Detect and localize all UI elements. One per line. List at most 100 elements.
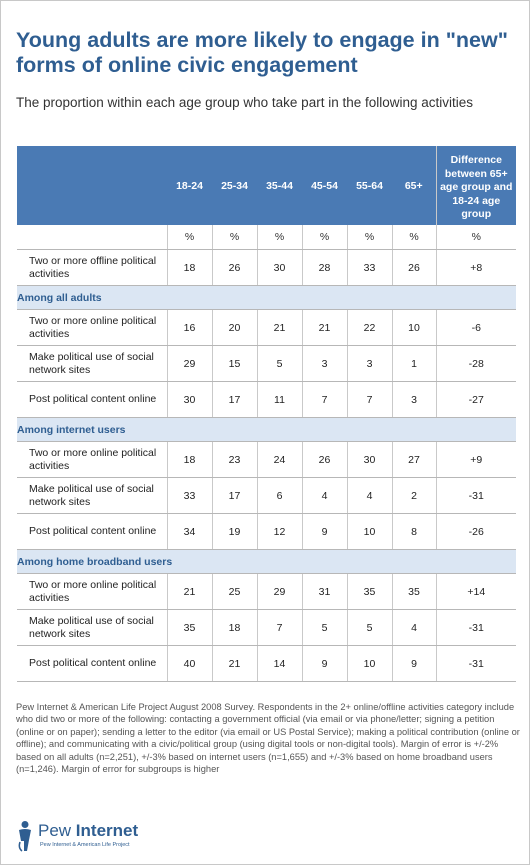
value-cell: 26: [301, 441, 347, 478]
table-row: Two or more online political activities 1…: [17, 441, 516, 478]
pew-figure-icon: [18, 821, 31, 852]
table-row: Two or more online political activities 2…: [17, 573, 516, 610]
value-cell: 12: [256, 513, 302, 550]
value-cell: 14: [256, 645, 302, 682]
row-label: Post political content online: [17, 645, 167, 682]
value-cell: 7: [256, 609, 302, 646]
value-cell: 5: [346, 609, 392, 646]
value-cell: 21: [256, 309, 302, 346]
value-cell: 35: [346, 573, 392, 610]
logo-wordmark: Pew Internet: [38, 821, 139, 840]
difference-cell: -31: [435, 609, 516, 646]
value-cell: 28: [301, 249, 347, 286]
value-cell: 23: [211, 441, 257, 478]
value-cell: 7: [346, 381, 392, 418]
column-header: 65+: [392, 146, 436, 225]
table-row: Post political content online 40 21 14 9 10 9-…: [17, 645, 516, 682]
table-row: Make political use of social network sit…: [17, 609, 516, 646]
value-cell: 24: [256, 441, 302, 478]
row-label: Make political use of social network sit…: [17, 609, 167, 646]
value-cell: 1: [391, 345, 436, 382]
section-row: Among home broadband users: [17, 549, 516, 574]
section-label: Among all adults: [17, 285, 516, 310]
unit-cell: %: [166, 225, 212, 250]
value-cell: 20: [211, 309, 257, 346]
column-header: Difference between 65+ age group and 18-…: [435, 146, 516, 225]
difference-cell: -6: [435, 309, 516, 346]
unit-cell: %: [346, 225, 392, 250]
row-label: Make political use of social network sit…: [17, 477, 167, 514]
value-cell: 16: [166, 309, 212, 346]
table-row: Post political content online 30 17 11 7 7 3 -2…: [17, 381, 516, 418]
data-table: 18-24 25-34 35-44 45-54 5 5 -6 4 65+ Difference b…: [17, 146, 516, 682]
column-header: 45-54: [302, 146, 347, 225]
section-row: Among internet users: [17, 417, 516, 442]
value-cell: 19: [211, 513, 257, 550]
value-cell: 21: [166, 573, 212, 610]
value-cell: 17: [211, 381, 257, 418]
value-cell: 25: [211, 573, 257, 610]
value-cell: 35: [391, 573, 436, 610]
value-cell: 8: [391, 513, 436, 550]
row-label: Post political content online: [17, 381, 167, 418]
value-cell: 26: [391, 249, 436, 286]
value-cell: 7: [301, 381, 347, 418]
chart-subtitle: The proportion within each age group who…: [16, 95, 474, 110]
value-cell: 9: [391, 645, 436, 682]
logo-tagline: Pew Internet & American Life Project: [40, 842, 130, 848]
row-label: Two or more online political activities: [17, 573, 167, 610]
table-row: Two or more online political activities 1…: [17, 309, 516, 346]
value-cell: 18: [211, 609, 257, 646]
unit-cell: %: [435, 225, 516, 250]
header-blank: [17, 146, 167, 225]
value-cell: 4: [391, 609, 436, 646]
value-cell: 11: [256, 381, 302, 418]
value-cell: 30: [346, 441, 392, 478]
value-cell: 21: [301, 309, 347, 346]
column-header: 18-24: [167, 146, 212, 225]
value-cell: 30: [166, 381, 212, 418]
value-cell: 33: [346, 249, 392, 286]
table-row: Make political use of social network sit…: [17, 477, 516, 514]
value-cell: 27: [391, 441, 436, 478]
difference-cell: +9: [435, 441, 516, 478]
value-cell: 33: [166, 477, 212, 514]
value-cell: 18: [166, 249, 212, 286]
value-cell: 22: [346, 309, 392, 346]
column-header: 25-34: [212, 146, 257, 225]
value-cell: 3: [391, 381, 436, 418]
value-cell: 3: [301, 345, 347, 382]
table-row: Post political content online 34 19 12 9 10 8-…: [17, 513, 516, 550]
value-cell: 2: [391, 477, 436, 514]
header-row: 18-24 25-34 35-44 45-54 55-64 65+ Difference b…: [17, 146, 516, 225]
row-label: Make political use of social network sit…: [17, 345, 167, 382]
table-row: Make political use of social network sit…: [17, 345, 516, 382]
difference-cell: -31: [435, 645, 516, 682]
difference-cell: +8: [435, 249, 516, 286]
value-cell: 31: [301, 573, 347, 610]
value-cell: 10: [346, 645, 392, 682]
value-cell: 9: [301, 645, 347, 682]
row-label: Post political content online: [17, 513, 167, 550]
value-cell: 4: [346, 477, 392, 514]
value-cell: 29: [166, 345, 212, 382]
unit-cell: %: [301, 225, 347, 250]
difference-cell: -27: [435, 381, 516, 418]
value-cell: 5: [256, 345, 302, 382]
table-row: Two or more offline political activities…: [17, 249, 516, 286]
unit-cell: %: [391, 225, 436, 250]
value-cell: 35: [166, 609, 212, 646]
value-cell: 3: [346, 345, 392, 382]
section-row: Among all adults: [17, 285, 516, 310]
table-body: %%%%%%% Two or more offline political act…: [17, 225, 516, 682]
value-cell: 21: [211, 645, 257, 682]
value-cell: 34: [166, 513, 212, 550]
unit-row: %%%%%%%: [17, 225, 516, 250]
value-cell: 6: [256, 477, 302, 514]
difference-cell: -28: [435, 345, 516, 382]
column-header: 35-44: [257, 146, 302, 225]
value-cell: 10: [391, 309, 436, 346]
footnote: Pew Internet & American Life Project Aug…: [16, 702, 520, 775]
value-cell: 17: [211, 477, 257, 514]
difference-cell: -31: [435, 477, 516, 514]
